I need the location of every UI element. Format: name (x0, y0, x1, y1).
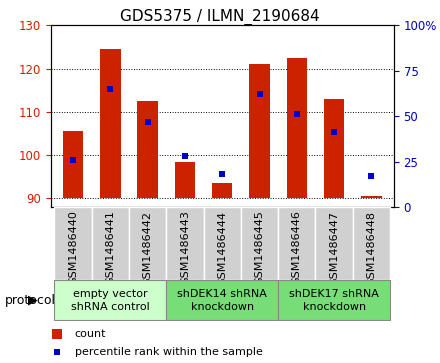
Bar (278, 280, 390, 321)
Text: count: count (75, 329, 106, 339)
Text: shDEK14 shRNA
knockdown: shDEK14 shRNA knockdown (177, 289, 267, 311)
Text: GSM1486443: GSM1486443 (180, 211, 190, 285)
Text: ▶: ▶ (28, 294, 37, 307)
Text: GSM1486440: GSM1486440 (68, 211, 78, 285)
Bar (137, 101, 158, 198)
Bar (286, 58, 307, 198)
Bar (353, 207, 390, 280)
Bar (175, 162, 195, 198)
Text: GSM1486447: GSM1486447 (329, 211, 339, 286)
Bar (204, 207, 241, 280)
Bar (212, 183, 232, 198)
Bar (92, 207, 129, 280)
Bar (361, 196, 381, 198)
Bar (129, 207, 166, 280)
Text: GSM1486448: GSM1486448 (367, 211, 376, 286)
Text: empty vector
shRNA control: empty vector shRNA control (71, 289, 150, 311)
Text: GSM1486441: GSM1486441 (105, 211, 115, 285)
Bar (315, 207, 353, 280)
Text: GSM1486442: GSM1486442 (143, 211, 153, 286)
Bar (324, 99, 345, 198)
Bar (241, 207, 278, 280)
Text: GSM1486444: GSM1486444 (217, 211, 227, 286)
Bar (100, 49, 121, 198)
Text: percentile rank within the sample: percentile rank within the sample (75, 347, 263, 357)
Bar (63, 131, 83, 198)
Bar (54, 280, 166, 321)
Text: GDS5375 / ILMN_2190684: GDS5375 / ILMN_2190684 (120, 9, 320, 25)
Text: GSM1486446: GSM1486446 (292, 211, 302, 285)
Bar (166, 207, 204, 280)
Bar (166, 280, 278, 321)
Text: shDEK17 shRNA
knockdown: shDEK17 shRNA knockdown (289, 289, 379, 311)
Text: GSM1486445: GSM1486445 (254, 211, 264, 285)
Bar (249, 64, 270, 198)
Bar (278, 207, 315, 280)
Bar (54, 207, 92, 280)
Text: protocol: protocol (4, 294, 55, 307)
